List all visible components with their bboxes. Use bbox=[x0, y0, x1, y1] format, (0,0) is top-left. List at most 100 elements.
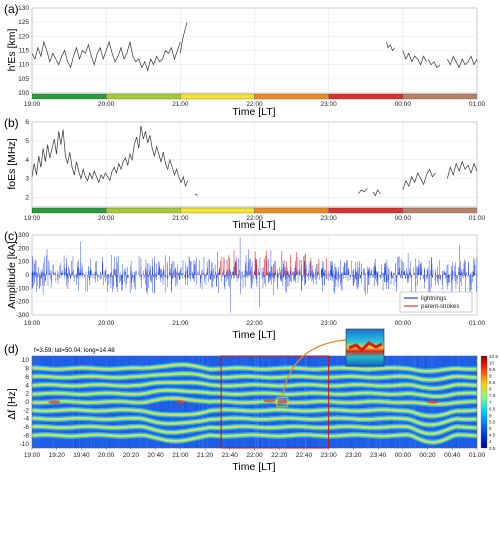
y-tick-label: 8 bbox=[25, 366, 29, 373]
x-tick-label: 21:20 bbox=[197, 452, 214, 459]
x-tick-label: 00:20 bbox=[419, 452, 436, 459]
colorbar-tick-label: 6 bbox=[489, 413, 492, 418]
y-axis-label-a: h'Es [km] bbox=[6, 29, 18, 72]
y-tick-label: 4 bbox=[25, 382, 29, 389]
panel-label-b: (b) bbox=[4, 116, 19, 130]
x-tick-label: 23:00 bbox=[321, 452, 338, 459]
y-tick-label: 200 bbox=[18, 245, 29, 252]
y-tick-label: 6 bbox=[25, 374, 29, 381]
x-tick-label: 21:00 bbox=[172, 320, 189, 327]
x-tick-label: 22:40 bbox=[296, 452, 313, 459]
y-tick-label: 110 bbox=[19, 62, 30, 69]
info-text: f=3.59; lat=50.04; long=14.48 bbox=[34, 347, 115, 354]
time-color-segment bbox=[254, 93, 329, 100]
data-line-b bbox=[31, 125, 478, 197]
x-tick-label: 01:00 bbox=[469, 215, 486, 222]
panel-d: (d) f=3.59; lat=50.04; long=14.48 -10-8-… bbox=[4, 328, 498, 473]
y-ticks-b: 2 3 4 5 6 bbox=[25, 119, 29, 202]
x-tick-label: 01:00 bbox=[469, 101, 486, 108]
x-tick-label: 19:00 bbox=[24, 101, 41, 108]
x-tick-label: 00:00 bbox=[395, 215, 412, 222]
doppler-band-peak bbox=[32, 409, 477, 417]
hot-spot bbox=[426, 400, 439, 404]
x-tick-label: 20:00 bbox=[98, 101, 115, 108]
x-axis-label-d: Time [LT] bbox=[232, 461, 275, 473]
x-tick-label: 21:00 bbox=[172, 101, 189, 108]
legend-c: lightnings parent-strokes bbox=[399, 291, 473, 313]
x-ticks-d: 19:00 19:20 19:40 20:00 20:20 20:40 21:00 21:20… bbox=[24, 448, 486, 459]
data-line-segment bbox=[372, 189, 381, 197]
y-ticks-c: -300 -200 -100 0 100 200 300 bbox=[16, 232, 29, 319]
y-tick-label: 105 bbox=[18, 76, 29, 83]
x-tick-label: 00:00 bbox=[395, 452, 412, 459]
legend-box bbox=[399, 291, 473, 313]
color-bar-a bbox=[31, 93, 478, 100]
y-tick-label: 6 bbox=[25, 119, 29, 126]
panel-b: (b) 2 3 4 5 6 19:00 20:00 21:00 22:00 23:00 00:00… bbox=[4, 116, 486, 231]
x-ticks-a: 19:00 20:00 21:00 22:00 23:00 00:00 01:00 bbox=[24, 101, 486, 108]
y-axis-label-d: Δf [Hz] bbox=[6, 388, 18, 420]
data-line-segment bbox=[31, 40, 181, 72]
y-tick-label: 300 bbox=[18, 232, 29, 239]
x-tick-label: 23:00 bbox=[321, 320, 338, 327]
y-tick-label: -10 bbox=[20, 441, 30, 448]
y-tick-label: 125 bbox=[18, 19, 29, 26]
y-axis-label-b: foEs [MHz] bbox=[6, 138, 18, 189]
x-tick-label: 19:20 bbox=[49, 452, 66, 459]
zoom-source-box bbox=[276, 397, 289, 407]
grid-a bbox=[31, 7, 478, 94]
colorbar-tick-label: 8 bbox=[489, 387, 492, 392]
x-tick-label: 21:00 bbox=[172, 215, 189, 222]
doppler-band-peak bbox=[32, 364, 477, 372]
y-tick-label: -8 bbox=[23, 432, 29, 439]
x-tick-label: 23:00 bbox=[321, 101, 338, 108]
x-tick-label: 20:40 bbox=[147, 452, 164, 459]
x-tick-label: 01:00 bbox=[469, 452, 486, 459]
y-tick-label: -300 bbox=[16, 312, 29, 319]
x-tick-label: 20:20 bbox=[123, 452, 140, 459]
doppler-band-peak bbox=[32, 389, 477, 397]
y-tick-label: -100 bbox=[16, 285, 29, 292]
zoom-inset bbox=[345, 328, 385, 367]
doppler-band-peak bbox=[32, 425, 477, 435]
data-line-segment bbox=[402, 168, 436, 191]
colorbar-tick-label: 8.5 bbox=[489, 380, 496, 385]
colorbar-tick-label: 5 bbox=[489, 426, 492, 431]
panel-a: (a) 100 105 110 115 120 125 130 19:00 20:00 21:0… bbox=[4, 2, 486, 118]
x-tick-label: 20:00 bbox=[98, 452, 115, 459]
panel-c: (c) -300 -200 -100 0 100 200 300 19:00 20:00 21:… bbox=[4, 229, 486, 341]
x-ticks-c: 19:00 20:00 21:00 22:00 23:00 00:00 01:00 bbox=[24, 320, 486, 327]
colorbar-tick-label: 9 bbox=[489, 374, 492, 379]
time-color-segment bbox=[254, 207, 329, 214]
data-line-a bbox=[31, 22, 478, 72]
hot-spot bbox=[48, 400, 61, 404]
panel-label-c: (c) bbox=[4, 229, 18, 243]
y-tick-label: -2 bbox=[23, 407, 29, 414]
zoom-inset-frame bbox=[345, 328, 385, 367]
y-axis-label-c: Amplitude [kA] bbox=[6, 241, 18, 309]
y-tick-label: 2 bbox=[25, 391, 29, 398]
y-tick-label: 3 bbox=[25, 176, 29, 183]
color-bar-b bbox=[31, 207, 478, 214]
y-tick-label: 2 bbox=[25, 195, 29, 202]
colorbar-tick-label: 10.5 bbox=[489, 354, 498, 359]
x-tick-label: 22:20 bbox=[271, 452, 288, 459]
lightning-spikes bbox=[31, 237, 478, 313]
data-line-segment bbox=[179, 22, 188, 54]
doppler-band-peak bbox=[32, 397, 477, 405]
x-tick-label: 21:40 bbox=[222, 452, 239, 459]
colorbar-tick-label: 9.5 bbox=[489, 367, 496, 372]
time-color-segment bbox=[180, 93, 255, 100]
doppler-band-peak bbox=[32, 373, 477, 381]
x-tick-label: 01:00 bbox=[469, 320, 486, 327]
y-tick-label: -4 bbox=[23, 416, 29, 423]
colorbar-tick-label: 7 bbox=[489, 400, 492, 405]
y-tick-label: -200 bbox=[16, 299, 29, 306]
y-tick-label: 5 bbox=[25, 138, 29, 145]
x-ticks-b: 19:00 20:00 21:00 22:00 23:00 00:00 01:00 bbox=[24, 215, 486, 222]
grid-b bbox=[31, 121, 478, 207]
doppler-band-peak bbox=[32, 417, 477, 426]
time-color-segment bbox=[106, 93, 181, 100]
x-tick-label: 19:00 bbox=[24, 452, 41, 459]
panel-label-a: (a) bbox=[4, 2, 19, 16]
